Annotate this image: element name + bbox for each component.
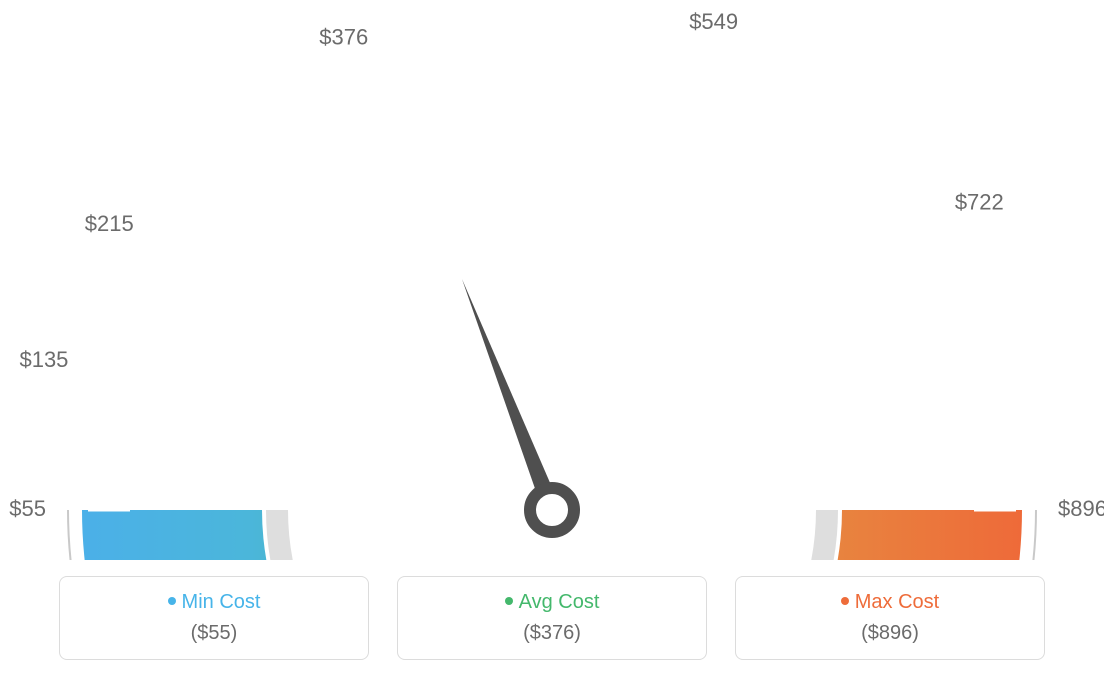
legend-title-text: Min Cost <box>182 591 261 613</box>
svg-text:$722: $722 <box>955 190 1004 215</box>
legend-value-min: ($55) <box>70 622 358 645</box>
dot-icon <box>841 597 849 605</box>
legend-title-min: Min Cost <box>70 591 358 614</box>
svg-text:$549: $549 <box>689 9 738 34</box>
dot-icon <box>505 597 513 605</box>
legend-title-text: Avg Cost <box>519 591 600 613</box>
legend-value-max: ($896) <box>746 622 1034 645</box>
svg-text:$135: $135 <box>19 347 68 372</box>
legend-row: Min Cost ($55) Avg Cost ($376) Max Cost … <box>0 576 1104 660</box>
legend-title-text: Max Cost <box>855 591 939 613</box>
legend-card-avg: Avg Cost ($376) <box>397 576 707 660</box>
legend-title-avg: Avg Cost <box>408 591 696 614</box>
gauge-svg: $55 $135 $215 $376 $549 $722 $896 <box>0 0 1104 560</box>
svg-text:$215: $215 <box>85 211 134 236</box>
svg-text:$55: $55 <box>9 496 46 521</box>
cost-gauge-container: $55 $135 $215 $376 $549 $722 $896 Min Cost ($5… <box>0 0 1104 690</box>
dot-icon <box>168 597 176 605</box>
legend-value-avg: ($376) <box>408 622 696 645</box>
svg-text:$376: $376 <box>319 24 368 49</box>
legend-title-max: Max Cost <box>746 591 1034 614</box>
legend-card-max: Max Cost ($896) <box>735 576 1045 660</box>
legend-card-min: Min Cost ($55) <box>59 576 369 660</box>
gauge-chart: $55 $135 $215 $376 $549 $722 $896 <box>0 0 1104 560</box>
svg-text:$896: $896 <box>1058 496 1104 521</box>
